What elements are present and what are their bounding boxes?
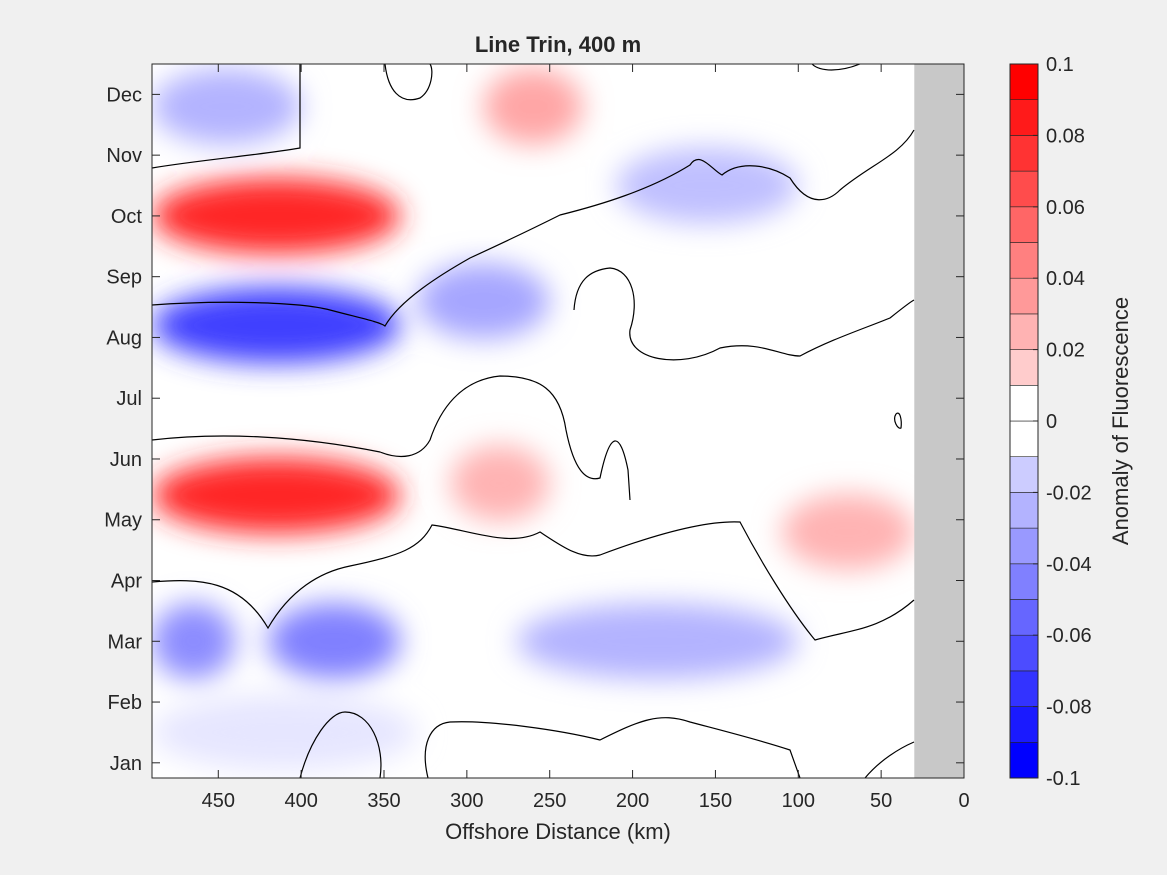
zero-contour-line (384, 64, 433, 101)
anomaly-blob (152, 694, 418, 771)
x-axis-label: Offshore Distance (km) (445, 819, 671, 844)
colorbar-segment (1009, 563, 1039, 600)
colorbar-segment (1009, 135, 1039, 172)
zero-contour-line (152, 521, 915, 641)
colorbar-segment (1009, 492, 1039, 529)
colorbar-segment (1009, 634, 1039, 672)
x-axis: 450 400 350 300 250 200 150 100 50 0 (202, 64, 970, 812)
colorbar-tick-label: 0.08 (1046, 125, 1085, 147)
x-tick-label: 0 (958, 790, 969, 812)
colorbar-segment (1009, 741, 1039, 779)
colorbar-segment (1009, 313, 1039, 350)
anomaly-blob (152, 287, 401, 364)
chart-title: Line Trin, 400 m (475, 32, 641, 57)
y-tick-label: Sep (106, 267, 142, 289)
zero-contour-line (894, 412, 902, 429)
anomaly-blob (152, 603, 235, 680)
anomaly-blob (781, 493, 915, 570)
y-tick-label: Mar (108, 631, 143, 653)
zero-contour-line (424, 717, 801, 778)
colorbar-segment (1009, 277, 1039, 315)
colorbar-segment (1009, 63, 1039, 101)
colorbar-ticks: 0.1 0.08 0.06 0.04 0.02 0 -0.02 -0.04 -0.06 -0.08… (1033, 54, 1092, 790)
zero-contour-line (811, 64, 861, 71)
colorbar-tick-label: -0.04 (1046, 554, 1092, 576)
colorbar-segment (1009, 670, 1039, 707)
colorbar-tick-label: -0.08 (1046, 697, 1092, 719)
x-tick-label: 50 (870, 790, 892, 812)
anomaly-blob (152, 457, 401, 534)
y-tick-label: Apr (111, 571, 142, 593)
zero-contour-line (152, 129, 915, 327)
x-tick-label: 250 (533, 790, 566, 812)
anomaly-blob (483, 68, 583, 145)
zero-contour-line (299, 711, 382, 778)
y-tick-label: Jun (110, 449, 142, 471)
zero-contour-line (152, 64, 301, 169)
colorbar-segment (1009, 420, 1039, 458)
colorbar-segment (1009, 599, 1039, 636)
colorbar-tick-label: 0.1 (1046, 54, 1074, 76)
colorbar-segment (1009, 456, 1039, 493)
colorbar-tick-label: -0.06 (1046, 625, 1092, 647)
y-tick-label: Oct (111, 206, 143, 228)
colorbar-segment (1009, 349, 1039, 386)
zero-contour-line (864, 741, 915, 778)
x-tick-label: 400 (284, 790, 317, 812)
x-tick-label: 200 (616, 790, 649, 812)
anomaly-blob (516, 603, 799, 680)
anomaly-blob (450, 445, 550, 522)
colorbar-segment (1009, 527, 1039, 565)
plot-area: 450 400 350 300 250 200 150 100 50 0 Jan Feb Mar Apr… (104, 63, 970, 812)
colorbar-label: Anomaly of Fluorescence (1108, 297, 1133, 545)
anomaly-blob (268, 603, 401, 680)
colorbar-tick-label: -0.1 (1046, 768, 1080, 790)
colorbar-segment (1009, 242, 1039, 279)
zero-contour-line (152, 375, 631, 501)
x-tick-label: 150 (699, 790, 732, 812)
x-tick-label: 100 (782, 790, 815, 812)
anomaly-blob (616, 147, 799, 224)
y-tick-label: Aug (106, 327, 142, 349)
anomaly-blob (417, 262, 550, 339)
zero-contour-line (573, 267, 915, 361)
colorbar-segments (1009, 63, 1039, 779)
colorbar: 0.1 0.08 0.06 0.04 0.02 0 -0.02 -0.04 -0.06 -0.08… (1009, 54, 1133, 790)
y-tick-label: Jul (116, 388, 142, 410)
colorbar-segment (1009, 170, 1039, 208)
colorbar-segment (1009, 99, 1039, 136)
anomaly-field (152, 68, 915, 771)
y-axis: Jan Feb Mar Apr May Jun Jul Aug Sep Oct Nov Dec (104, 84, 964, 775)
y-tick-label: Feb (108, 692, 142, 714)
anomaly-blob (152, 68, 302, 145)
anomaly-blob (152, 177, 401, 254)
colorbar-segment (1009, 706, 1039, 743)
colorbar-tick-label: 0.04 (1046, 268, 1085, 290)
x-tick-label: 350 (367, 790, 400, 812)
colorbar-tick-label: -0.02 (1046, 482, 1092, 504)
y-tick-label: May (104, 510, 142, 532)
y-tick-label: Dec (106, 84, 142, 106)
zero-contours (152, 64, 915, 778)
x-tick-label: 300 (450, 790, 483, 812)
colorbar-tick-label: 0.02 (1046, 340, 1085, 362)
plot-background (152, 64, 964, 778)
colorbar-segment (1009, 206, 1039, 243)
y-tick-label: Nov (106, 145, 142, 167)
colorbar-tick-label: 0.06 (1046, 197, 1085, 219)
colorbar-tick-label: 0 (1046, 411, 1057, 433)
no-data-region (914, 64, 964, 778)
x-tick-label: 450 (202, 790, 235, 812)
plot-frame (151, 63, 965, 779)
y-tick-label: Jan (110, 753, 142, 775)
colorbar-segment (1009, 384, 1039, 422)
